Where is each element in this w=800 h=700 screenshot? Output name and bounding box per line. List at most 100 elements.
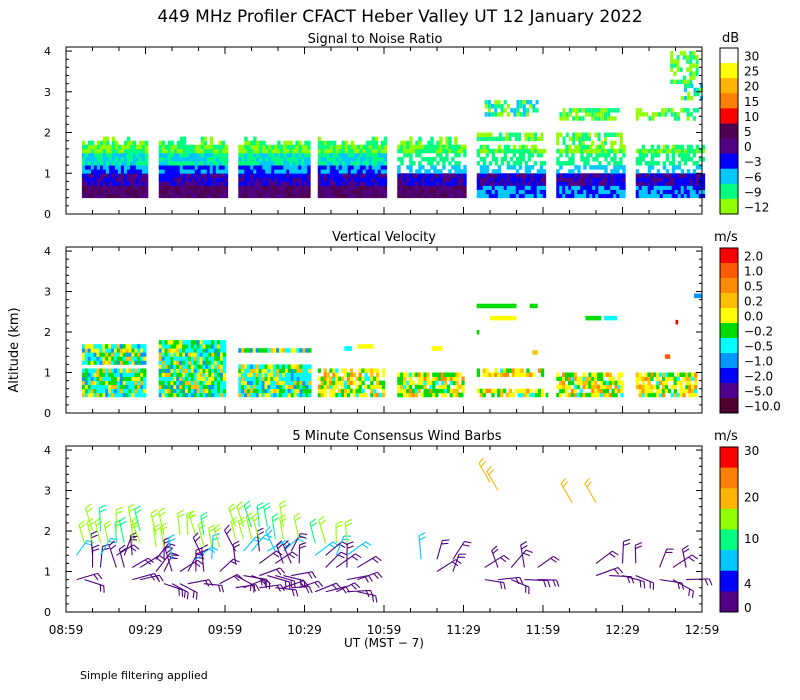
velocity-cell [167,348,171,353]
snr-cell [289,189,293,195]
snr-cell [253,165,257,170]
snr-cell [671,169,676,174]
snr-cell [356,152,361,158]
snr-cell [256,140,260,146]
snr-cell [221,165,226,170]
snr-cell [542,177,547,182]
wind-barb-flag [299,542,307,546]
snr-cell [129,185,134,190]
snr-cell [215,161,220,166]
wind-barb [560,483,573,503]
snr-cell [497,169,502,174]
velocity-cell [346,376,351,382]
velocity-cell [205,372,209,377]
snr-cell [212,185,217,190]
snr-cell [203,140,208,146]
snr-cell [188,193,193,199]
snr-cell [206,161,211,166]
snr-cell [406,144,410,150]
snr-cell [509,181,514,186]
velocity-cell [182,344,186,349]
velocity-cell [670,376,675,382]
snr-cell [96,148,101,154]
snr-cell [415,140,419,146]
velocity-cell [264,388,268,394]
snr-cell [138,148,143,154]
snr-cell [695,148,700,154]
y-tick-label: 3 [44,485,51,498]
snr-cell [651,116,655,121]
snr-cell [301,193,305,199]
snr-cell [607,112,611,117]
velocity-cell [219,372,224,377]
snr-cell [536,152,541,158]
velocity-cell [620,392,624,398]
snr-cell [524,189,529,195]
snr-cell [126,173,131,178]
snr-cell [509,189,514,195]
velocity-cell [264,384,268,390]
wind-barb-flag [617,567,624,574]
snr-cell [701,181,706,186]
velocity-cell [125,392,129,398]
snr-cell [176,161,181,166]
snr-cell [347,173,352,178]
wind-barb-flag [79,523,86,529]
snr-cell [445,156,449,162]
snr-cell [673,116,677,121]
velocity-cell [614,392,618,398]
snr-cell [117,181,122,186]
velocity-cell [591,388,595,394]
wind-barb-flag [464,540,472,544]
snr-cell [539,148,544,154]
snr-cell [439,185,443,190]
snr-cell [562,136,566,142]
y-tick-label: 2 [44,326,51,339]
velocity-cell [179,368,183,373]
velocity-cell [179,388,183,394]
wind-barb [318,520,327,544]
snr-cell [292,169,296,174]
snr-cell [424,193,428,199]
wind-barb-flag [155,575,161,583]
colorbar-swatch [720,447,738,469]
velocity-cell [435,372,439,377]
snr-cell [170,181,175,186]
snr-cell [427,156,431,162]
velocity-cell [196,392,200,398]
snr-cell [129,156,134,162]
snr-cell [295,169,299,174]
snr-cell [604,165,608,170]
snr-cell [344,189,349,195]
snr-cell [415,173,419,178]
snr-cell [144,144,149,150]
velocity-cell [432,384,436,390]
velocity-cell [217,356,221,361]
snr-cell [527,181,532,186]
velocity-cell [284,372,289,377]
wind-barb-flag [110,544,117,550]
velocity-cell [449,392,454,398]
snr-cell [365,173,370,178]
snr-cell [350,161,355,166]
velocity-cell [305,380,309,386]
snr-cell [451,177,455,182]
velocity-cell [476,368,481,373]
snr-cell [164,173,169,178]
snr-cell [500,112,504,117]
snr-cell [476,136,480,142]
velocity-cell [358,380,362,386]
snr-cell [583,193,587,199]
snr-cell [356,189,361,195]
snr-cell [344,193,349,199]
snr-cell [562,181,566,186]
velocity-cell [520,388,524,394]
velocity-cell [688,392,692,398]
snr-cell [529,104,533,109]
snr-cell [427,189,431,195]
snr-cell [601,193,605,199]
snr-cell [81,144,86,150]
colorbar-label: 30 [744,50,759,64]
snr-cell [161,156,166,162]
snr-cell [619,181,623,186]
